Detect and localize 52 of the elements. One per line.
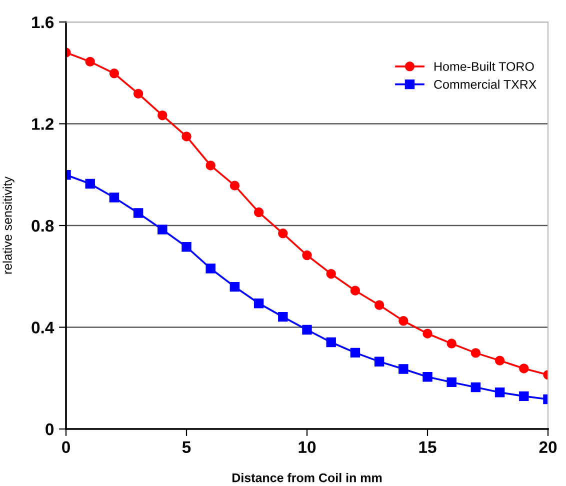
- point: [398, 364, 408, 374]
- point: [109, 68, 120, 78]
- point: [230, 180, 240, 190]
- point: [446, 338, 456, 348]
- point: [374, 300, 384, 310]
- x-tick-label: 5: [182, 441, 191, 454]
- y-tick-label: 0.8: [32, 220, 54, 232]
- point: [230, 282, 240, 292]
- point: [350, 286, 360, 296]
- x-tick-label: 0: [62, 441, 70, 454]
- y-tick-label: 1.2: [32, 118, 54, 130]
- point: [326, 268, 336, 279]
- point: [182, 242, 192, 252]
- point: [158, 110, 168, 120]
- y-tick-label: 0: [46, 423, 54, 436]
- point: [470, 348, 481, 358]
- x-tick-label: 15: [419, 441, 436, 454]
- x-tick-label: 20: [539, 441, 557, 454]
- y-tick-label: 1.6: [32, 16, 54, 28]
- x-tick-label: 10: [298, 441, 316, 454]
- point: [494, 388, 505, 398]
- point: [182, 132, 192, 142]
- point: [206, 160, 216, 170]
- point: [254, 207, 264, 218]
- point: [109, 192, 120, 202]
- point: [374, 356, 384, 366]
- point: [133, 88, 144, 99]
- point: [326, 337, 336, 348]
- legend-label: Home-Built TORO: [434, 62, 534, 71]
- x-axis-title: Distance from Coil in mm: [232, 473, 382, 482]
- legend-label: Commercial TXRX: [434, 80, 536, 89]
- point: [85, 178, 95, 189]
- point: [278, 228, 288, 238]
- point: [519, 364, 529, 374]
- point: [422, 372, 432, 382]
- point: [158, 224, 168, 234]
- point: [519, 391, 529, 402]
- point: [422, 328, 432, 338]
- y-tick-label: 0.4: [32, 322, 54, 334]
- point: [398, 316, 408, 326]
- point: [85, 56, 95, 67]
- point: [254, 298, 264, 308]
- point: [302, 250, 312, 260]
- point: [302, 324, 312, 335]
- point: [206, 264, 216, 274]
- y-axis-title: relative sensitivity: [2, 176, 14, 274]
- point: [470, 382, 481, 392]
- point: [278, 312, 288, 322]
- point: [133, 208, 144, 218]
- point: [446, 377, 456, 388]
- point: [350, 348, 360, 358]
- point: [494, 356, 505, 366]
